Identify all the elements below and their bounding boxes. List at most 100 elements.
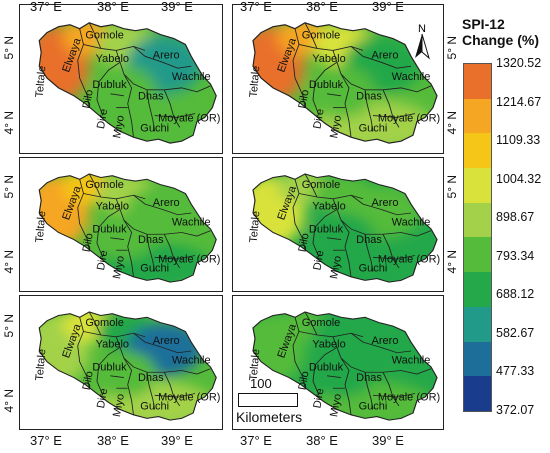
district-border xyxy=(96,209,121,258)
legend-break-label: 688.12 xyxy=(496,287,535,301)
district-label: Yabelo xyxy=(312,200,345,212)
map-panel-6: Teltale Elwaya Gomole Yabelo Arero Dubluk Dhas… xyxy=(232,295,444,430)
district-border xyxy=(96,61,121,116)
district-border xyxy=(365,368,432,375)
bottom-lon-38-left: 38° E xyxy=(97,433,129,448)
map-panel-2: Teltale Elwaya Gomole Yabelo Arero Dubluk Dhas… xyxy=(232,4,444,154)
lat-5-row3: 5° N xyxy=(2,314,16,338)
legend-break-label: 1214.67 xyxy=(496,94,542,109)
map-panel-5: Teltale Elwaya Gomole Yabelo Arero Dubluk Dhas… xyxy=(19,295,223,430)
district-border xyxy=(382,372,400,407)
district-label: Gomole xyxy=(85,179,124,191)
district-label: Miyo xyxy=(111,393,127,418)
zone-outline xyxy=(38,22,217,144)
district-label: Dhas xyxy=(356,234,382,246)
district-border xyxy=(372,393,416,398)
legend-color-bar xyxy=(463,63,492,412)
district-label: Arero xyxy=(372,49,399,61)
district-label: Dubluk xyxy=(309,79,344,91)
legend-swatch xyxy=(464,376,491,411)
district-label: Dilo xyxy=(81,370,96,391)
district-border xyxy=(350,194,412,216)
bottom-lon-37-right: 37° E xyxy=(240,433,272,448)
map-zone xyxy=(91,350,157,398)
district-label: Teltale xyxy=(248,349,263,382)
top-lon-38-left: 38° E xyxy=(97,0,129,14)
district-border xyxy=(326,237,342,240)
district-label: Wachile xyxy=(392,71,431,83)
north-arrow-icon: N xyxy=(411,22,433,62)
legend-break-label: 582.67 xyxy=(496,325,535,340)
district-label: Gomole xyxy=(302,317,341,329)
district-border xyxy=(326,375,342,378)
district-label: Dubluk xyxy=(92,79,127,91)
legend-swatch xyxy=(464,237,491,273)
lat-4-row2: 4° N xyxy=(2,250,16,274)
district-label: Dubluk xyxy=(309,361,344,373)
district-border xyxy=(364,372,374,410)
district-border xyxy=(326,93,342,97)
district-label: Dire xyxy=(95,249,110,271)
map-panel-1: Teltale Elwaya Gomole Yabelo Arero Dubluk Dhas… xyxy=(19,4,223,154)
district-label: Yabelo xyxy=(312,338,345,350)
legend-break-label: 1109.33 xyxy=(496,133,541,147)
district-label: Dilo xyxy=(296,370,311,391)
district-border xyxy=(304,22,318,49)
district-border xyxy=(133,46,192,69)
district-label: Guchi xyxy=(359,400,388,412)
district-border xyxy=(110,375,124,378)
district-label: Teltale xyxy=(248,211,263,244)
district-border xyxy=(350,332,412,354)
legend-title-line1: SPI-12 xyxy=(462,16,505,32)
district-label: Wachile xyxy=(172,71,211,83)
district-label: Dilo xyxy=(81,232,96,253)
district-border xyxy=(292,317,306,389)
district-label: Dhas xyxy=(138,91,164,103)
district-label: Dhas xyxy=(356,372,382,384)
map-zone xyxy=(91,66,157,118)
district-label: Arero xyxy=(153,49,180,61)
district-border xyxy=(154,113,196,118)
district-border xyxy=(350,46,412,69)
district-label: Dhas xyxy=(138,234,164,246)
district-label: Wachile xyxy=(172,216,211,228)
scale-value: 100 xyxy=(250,376,272,391)
district-label: Wachile xyxy=(172,354,211,366)
district-label: Dubluk xyxy=(92,223,127,235)
map-zone xyxy=(307,212,375,260)
legend-break-label: 477.33 xyxy=(496,364,535,378)
district-border xyxy=(340,219,352,277)
district-border xyxy=(364,89,374,132)
district-label: Yabelo xyxy=(96,53,129,65)
lat-5-row1: 5° N xyxy=(2,36,16,60)
lat-4-row1: 4° N xyxy=(2,111,16,135)
district-label: Gomole xyxy=(302,179,341,191)
district-label: Moyale (OR) xyxy=(158,392,220,404)
district-label: Wachile xyxy=(392,354,431,366)
district-border xyxy=(83,331,146,338)
district-border xyxy=(83,44,146,51)
district-border xyxy=(88,173,102,198)
top-lon-37-right: 37° E xyxy=(240,0,272,14)
lat-4-right-row2: 4° N xyxy=(445,250,459,274)
district-border xyxy=(382,89,400,128)
district-label: Arero xyxy=(372,197,399,209)
bottom-lon-39-left: 39° E xyxy=(161,433,193,448)
bottom-lon-38-right: 38° E xyxy=(306,433,338,448)
district-label: Moyale (OR) xyxy=(378,254,440,266)
district-border xyxy=(146,85,211,93)
legend-break-label: 793.34 xyxy=(496,248,535,263)
district-label: Dhas xyxy=(356,91,382,103)
bottom-lon-39-right: 39° E xyxy=(372,433,404,448)
top-lon-39-left: 39° E xyxy=(161,0,193,14)
district-label: Moyale (OR) xyxy=(158,254,220,266)
district-border xyxy=(146,89,156,132)
district-label: Arero xyxy=(153,197,180,209)
map-zone xyxy=(307,350,375,398)
district-label: Moyale (OR) xyxy=(158,112,220,124)
district-label: Arero xyxy=(372,335,399,347)
